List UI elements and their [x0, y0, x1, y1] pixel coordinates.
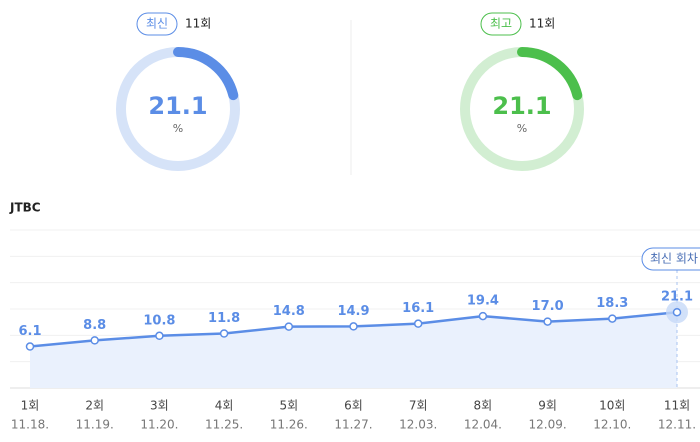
value-label: 14.9	[337, 304, 369, 319]
x-date-label: 11.27.	[334, 418, 372, 432]
value-label: 18.3	[596, 296, 628, 311]
point	[672, 307, 682, 317]
x-tick-label: 5회	[279, 399, 298, 413]
annotation: 최신 회차	[650, 252, 698, 266]
point	[25, 342, 35, 351]
x-tick-label: 3회	[150, 399, 169, 413]
value-label: 14.8	[273, 304, 305, 319]
value-label: 19.4	[467, 294, 499, 309]
point	[413, 319, 423, 328]
value-label: 21.1	[661, 290, 693, 305]
value-label: 6.1	[18, 324, 41, 339]
point	[284, 322, 294, 331]
gauge-arc	[517, 47, 583, 101]
point	[90, 336, 99, 345]
point	[608, 314, 617, 323]
point	[543, 317, 552, 326]
x-tick-label: 6회	[344, 399, 363, 413]
value-label: 11.8	[208, 311, 240, 326]
chart-title: JTBC	[9, 201, 41, 215]
gauge-arc	[173, 47, 239, 101]
x-date-label: 12.03.	[399, 418, 437, 432]
annotation-box	[641, 247, 700, 271]
x-tick-label: 2회	[85, 399, 104, 413]
x-tick-label: 8회	[474, 399, 493, 413]
x-tick-label: 1회	[21, 399, 40, 413]
value-label: 10.8	[143, 313, 175, 328]
badge	[136, 12, 178, 36]
x-date-label: 11.20.	[140, 418, 178, 432]
episode: 11회	[185, 17, 211, 31]
gauge-unit: %	[517, 122, 527, 135]
gauge-value: 21.1	[148, 92, 207, 120]
point	[349, 322, 358, 331]
badge-text: 최고	[490, 17, 512, 31]
gauge-value: 21.1	[492, 92, 551, 120]
x-tick-label: 9회	[538, 399, 557, 413]
badge-text: 최신	[146, 17, 168, 31]
badge	[480, 12, 522, 36]
area	[30, 312, 677, 388]
value-label: 8.8	[83, 318, 106, 333]
x-tick-label: 7회	[409, 399, 428, 413]
x-date-label: 11.19.	[76, 418, 114, 432]
point	[155, 331, 164, 341]
episode: 11회	[529, 17, 555, 31]
x-date-label: 12.11.	[658, 418, 696, 432]
x-date-label: 12.04.	[464, 418, 502, 432]
gauge-unit: %	[173, 122, 183, 135]
value-label: 16.1	[402, 301, 434, 316]
point	[478, 311, 488, 321]
x-date-label: 11.26.	[270, 418, 308, 432]
value-label: 17.0	[532, 299, 564, 314]
x-date-label: 11.25.	[205, 418, 243, 432]
x-date-label: 12.10.	[593, 418, 631, 432]
x-tick-label: 4회	[215, 399, 234, 413]
x-tick-label: 10회	[599, 399, 625, 413]
x-date-label: 12.09.	[529, 418, 567, 432]
x-date-label: 11.18.	[11, 418, 49, 432]
point	[219, 329, 229, 338]
x-tick-label: 11회	[664, 399, 690, 413]
